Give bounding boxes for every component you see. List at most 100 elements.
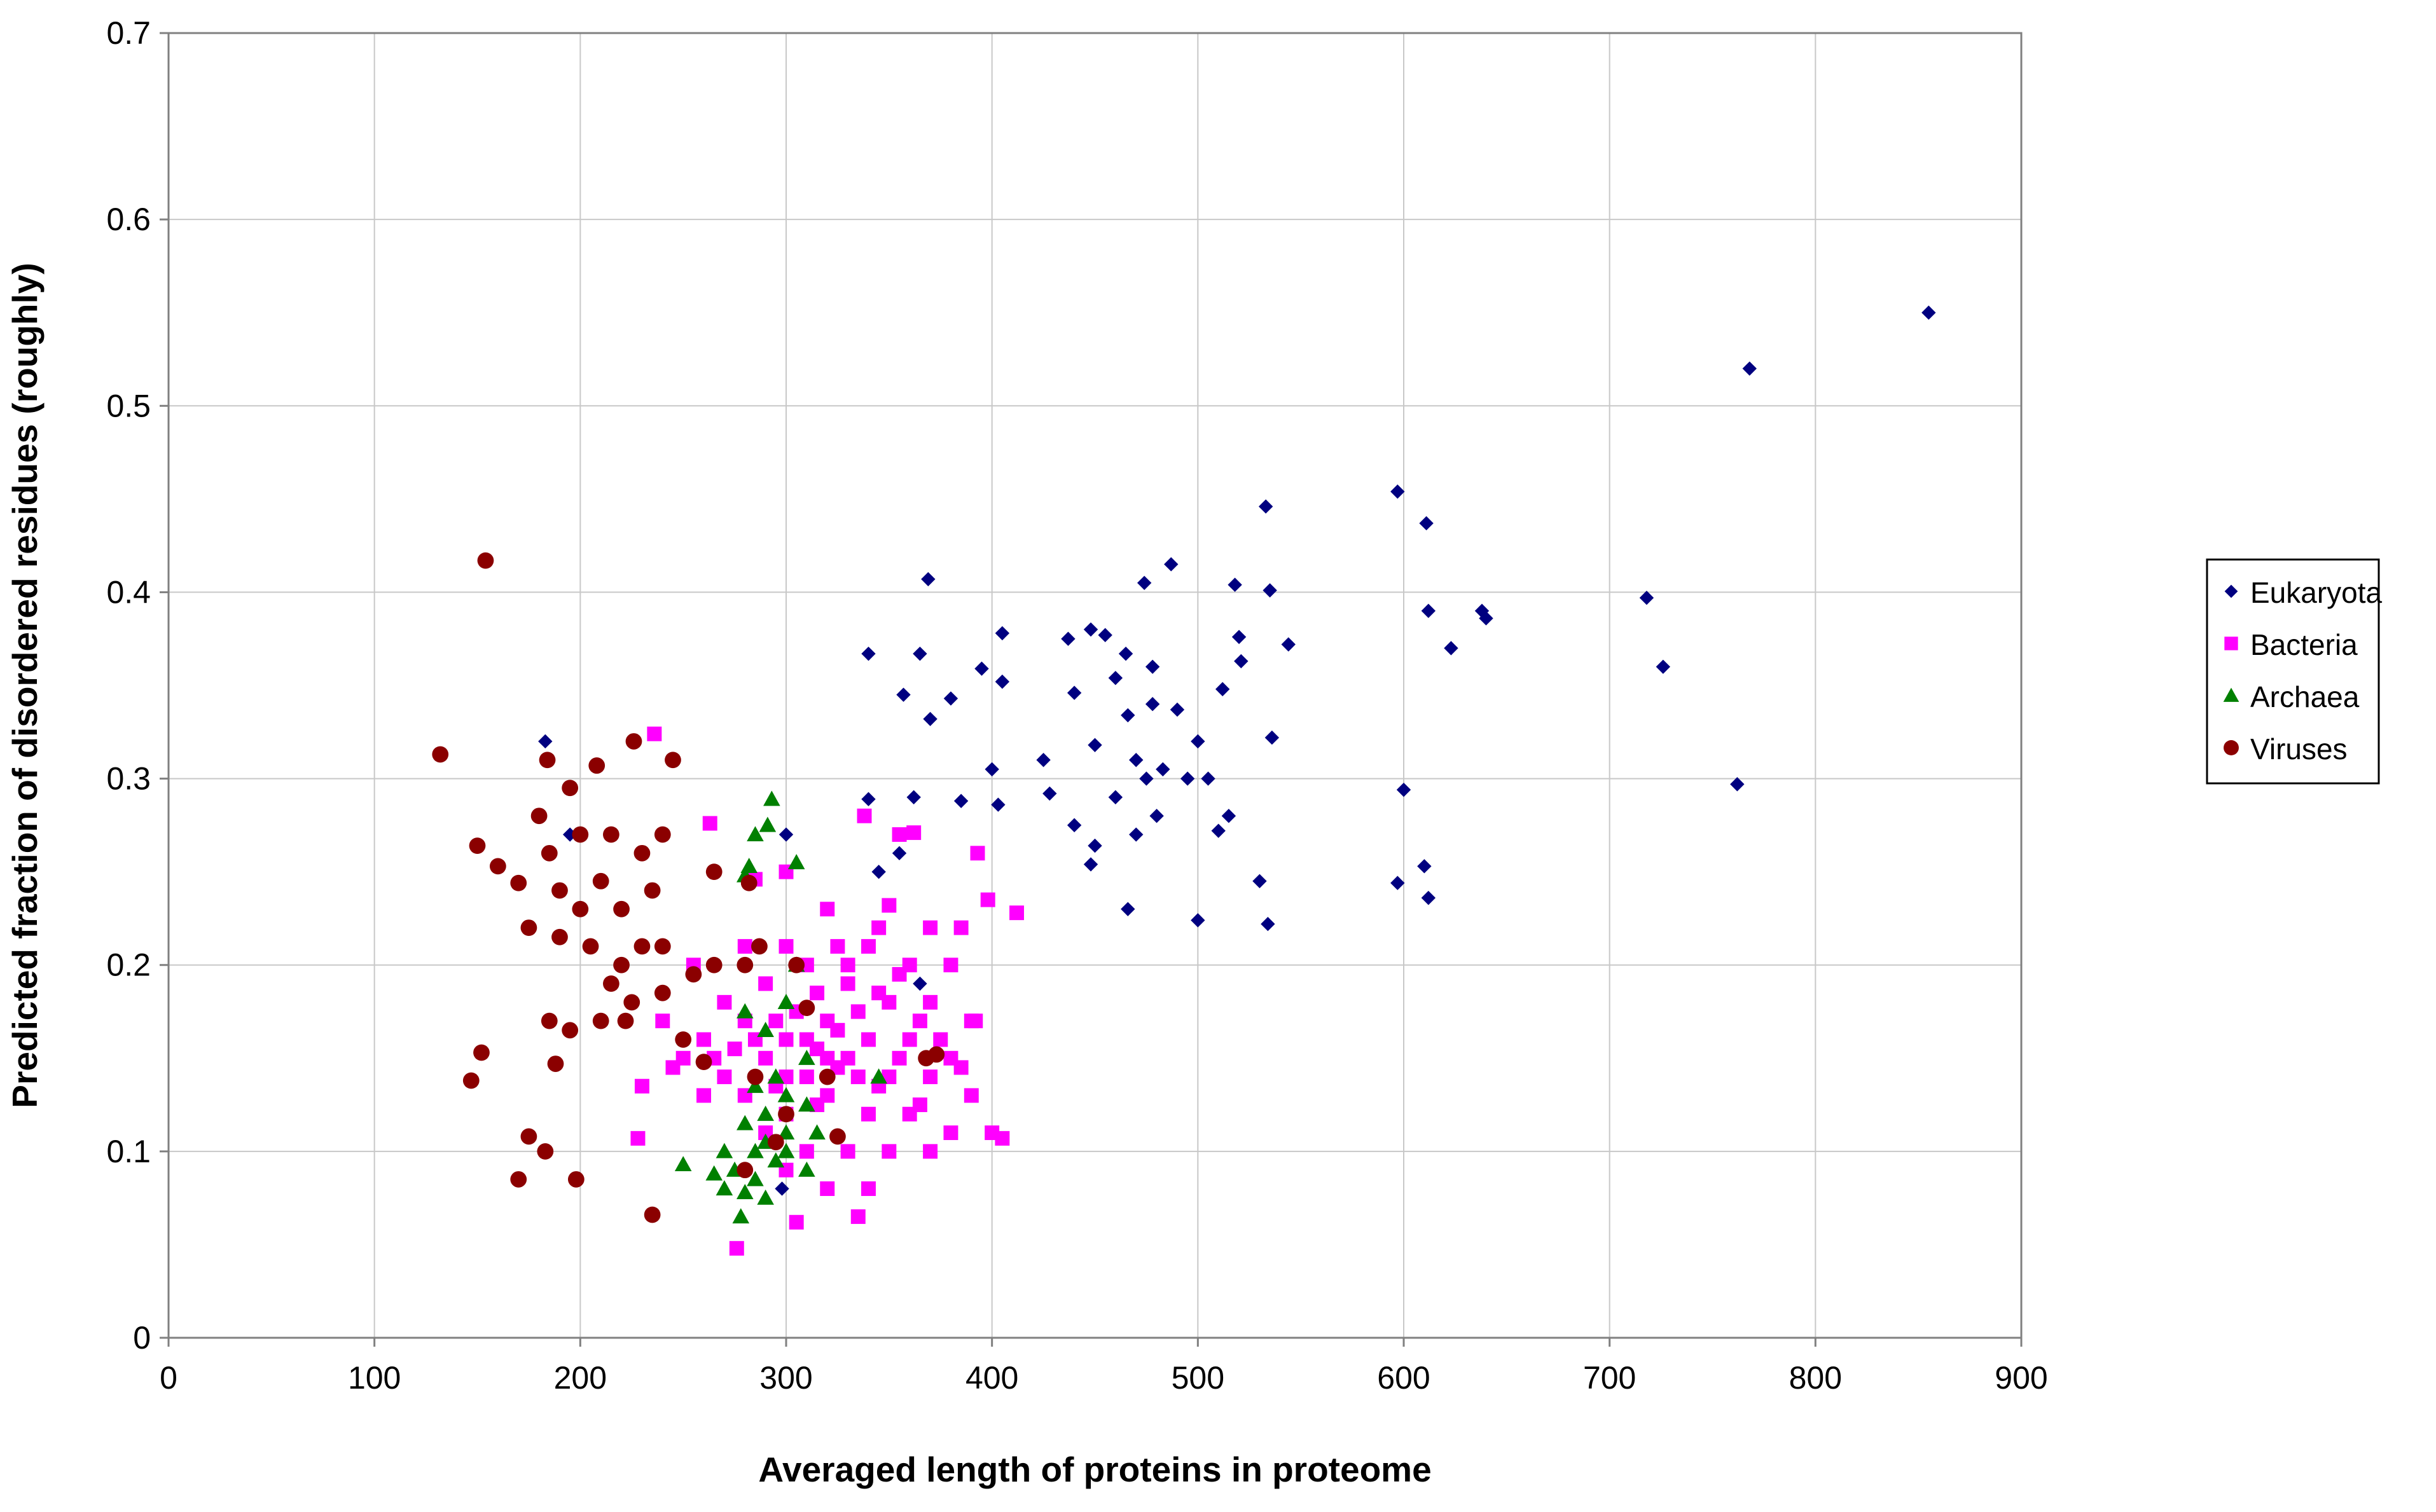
viruses-point <box>541 844 558 862</box>
bacteria-point <box>820 1181 835 1196</box>
eukaryota-point <box>906 790 921 805</box>
x-tick-label: 100 <box>348 1360 401 1396</box>
eukaryota-point <box>1149 809 1164 823</box>
eukaryota-point <box>1164 557 1179 572</box>
eukaryota-point <box>1118 646 1133 661</box>
y-axis-title: Predicted fraction of disordered residue… <box>5 263 45 1108</box>
viruses-point <box>489 858 506 875</box>
x-tick-label: 200 <box>554 1360 607 1396</box>
viruses-point <box>644 1206 661 1223</box>
y-tick-label: 0.5 <box>106 388 151 423</box>
eukaryota-point <box>974 661 989 676</box>
eukaryota-point <box>995 674 1010 689</box>
bacteria-point <box>799 1069 814 1085</box>
bacteria-point <box>655 1014 670 1029</box>
viruses-point <box>654 826 671 843</box>
bacteria-point <box>850 1209 866 1224</box>
eukaryota-point <box>1419 516 1434 531</box>
eukaryota-point <box>1088 738 1102 753</box>
bacteria-point <box>857 808 872 823</box>
eukaryota-point <box>538 734 553 749</box>
legend-label-bacteria: Bacteria <box>2250 628 2358 661</box>
viruses-point <box>588 757 606 774</box>
eukaryota-point <box>1036 753 1051 767</box>
bacteria-point <box>892 966 907 982</box>
archaea-point <box>798 1049 815 1065</box>
viruses-point <box>613 956 630 973</box>
bacteria-point <box>758 976 773 991</box>
bacteria-point <box>892 1050 907 1066</box>
viruses-point <box>665 752 681 769</box>
archaea-point <box>787 854 805 870</box>
viruses-point <box>705 956 723 973</box>
bacteria-point <box>810 986 825 1001</box>
legend-label-archaea: Archaea <box>2250 680 2360 713</box>
eukaryota-point <box>1479 611 1493 626</box>
series-eukaryota <box>538 305 1936 1196</box>
viruses-point <box>537 1143 554 1160</box>
eukaryota-point <box>1170 702 1185 717</box>
viruses-point <box>617 1012 634 1029</box>
bacteria-point <box>768 1014 784 1029</box>
eukaryota-point <box>1061 631 1076 646</box>
legend: Eukaryota Bacteria Archaea Viruses <box>2206 558 2383 785</box>
viruses-point <box>928 1046 945 1063</box>
viruses-point <box>747 1068 764 1085</box>
eukaryota-point <box>1121 708 1135 723</box>
eukaryota-point <box>871 864 886 879</box>
eukaryota-point <box>1121 902 1135 916</box>
viruses-point <box>530 808 548 825</box>
bacteria-point <box>995 1131 1010 1146</box>
viruses-point <box>685 966 702 983</box>
y-tick-label: 0.7 <box>106 15 151 51</box>
archaea-point <box>747 826 764 842</box>
bacteria-point <box>923 1069 938 1085</box>
bacteria-point <box>799 1032 814 1047</box>
bacteria-point <box>953 1060 969 1075</box>
bacteria-point <box>861 1032 876 1047</box>
viruses-point <box>547 1055 564 1072</box>
viruses-point <box>778 1106 794 1123</box>
archaea-point <box>747 1077 764 1093</box>
viruses-point <box>582 938 599 955</box>
bacteria-point <box>923 1144 938 1159</box>
bacteria-point <box>882 1144 897 1159</box>
archaea-point <box>747 1143 764 1158</box>
viruses-point <box>675 1031 692 1048</box>
viruses-point <box>469 837 486 854</box>
eukaryota-point <box>896 687 911 702</box>
viruses-point <box>510 874 527 891</box>
archaea-point <box>767 1068 785 1084</box>
eukaryota-point <box>1261 917 1275 931</box>
bacteria-point <box>696 1032 712 1047</box>
bacteria-point <box>882 898 897 913</box>
viruses-point <box>562 780 579 797</box>
series-viruses <box>432 552 945 1223</box>
eukaryota-point <box>1145 659 1160 674</box>
legend-marker-archaea <box>2223 687 2239 702</box>
archaea-point <box>777 994 795 1009</box>
y-tick-label: 0.3 <box>106 761 151 797</box>
bacteria-point <box>850 1004 866 1019</box>
bacteria-point <box>840 958 855 973</box>
viruses-point <box>740 874 758 891</box>
bacteria-point <box>953 920 969 935</box>
bacteria-point <box>970 846 985 861</box>
bacteria-point <box>737 938 752 954</box>
viruses-point <box>567 1171 585 1188</box>
eukaryota-point <box>1108 671 1123 685</box>
viruses-point <box>633 938 651 955</box>
viruses-point <box>633 844 651 862</box>
legend-label-eukaryota: Eukaryota <box>2250 576 2383 609</box>
bacteria-point <box>820 902 835 917</box>
viruses-point <box>462 1072 480 1089</box>
eukaryota-point <box>943 691 958 706</box>
eukaryota-point <box>1215 682 1230 697</box>
eukaryota-point <box>1390 876 1405 890</box>
archaea-point <box>736 1115 754 1131</box>
axes: 0 100 200 300 400 500 600 700 800 900 0 0.1 0.2 0.3 0.… <box>106 15 2047 1396</box>
bacteria-point <box>871 920 887 935</box>
bacteria-point <box>830 1022 845 1038</box>
eukaryota-point <box>1258 499 1273 514</box>
